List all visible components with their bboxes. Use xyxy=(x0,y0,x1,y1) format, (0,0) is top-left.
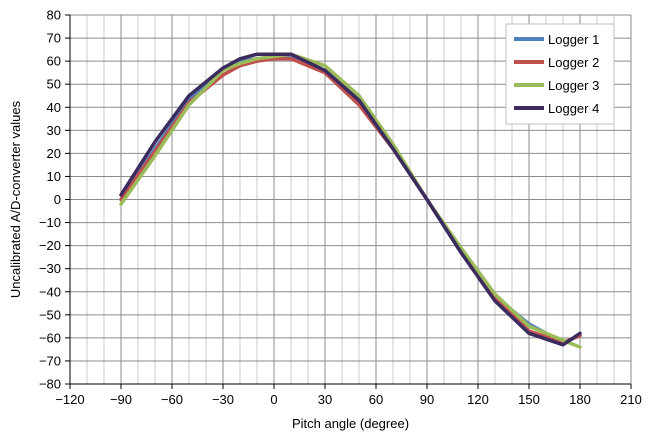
legend: Logger 1 Logger 2 Logger 3 Logger 4 xyxy=(505,23,615,125)
legend-label: Logger 1 xyxy=(548,32,599,47)
legend-label: Logger 3 xyxy=(548,78,599,93)
y-tick-label: −20 xyxy=(39,238,61,253)
series-layer xyxy=(119,52,582,349)
x-tick-label: −90 xyxy=(110,392,132,407)
y-tick-label: 20 xyxy=(47,146,61,161)
y-tick-label: −10 xyxy=(39,215,61,230)
y-tick-label: −30 xyxy=(39,261,61,276)
x-tick-label: 210 xyxy=(620,392,642,407)
y-tick-label: −50 xyxy=(39,307,61,322)
x-tick-label: 90 xyxy=(420,392,434,407)
y-tick-label: 80 xyxy=(47,8,61,23)
y-axis-title: Uncalibrated A/D-converter values xyxy=(8,100,23,298)
x-tick-label: 60 xyxy=(369,392,383,407)
x-axis-title: Pitch angle (degree) xyxy=(292,416,409,431)
x-tick-label: 120 xyxy=(467,392,489,407)
y-tick-label: 30 xyxy=(47,123,61,138)
x-tick-label: −120 xyxy=(55,392,84,407)
y-tick-label: 50 xyxy=(47,77,61,92)
x-tick-label: 30 xyxy=(318,392,332,407)
legend-label: Logger 4 xyxy=(548,101,599,116)
y-tick-label: 10 xyxy=(47,169,61,184)
x-tick-label: 180 xyxy=(569,392,591,407)
series-line-logger-3 xyxy=(119,52,582,349)
x-tick-label: −30 xyxy=(212,392,234,407)
y-tick-label: 60 xyxy=(47,54,61,69)
y-tick-label: 0 xyxy=(54,192,61,207)
tick-labels: −120 −90 −60 −30 0 30 60 90 120 150 180 210 −80 −70 −6… xyxy=(39,8,642,408)
x-tick-label: −60 xyxy=(161,392,183,407)
y-tick-label: −60 xyxy=(39,330,61,345)
y-tick-label: −70 xyxy=(39,353,61,368)
series-line-logger-4 xyxy=(119,52,582,347)
legend-label: Logger 2 xyxy=(548,55,599,70)
y-tick-label: −40 xyxy=(39,284,61,299)
x-tick-label: 0 xyxy=(270,392,277,407)
y-tick-label: 70 xyxy=(47,31,61,46)
x-tick-label: 150 xyxy=(518,392,540,407)
y-tick-label: 40 xyxy=(47,100,61,115)
y-tick-label: −80 xyxy=(39,377,61,392)
